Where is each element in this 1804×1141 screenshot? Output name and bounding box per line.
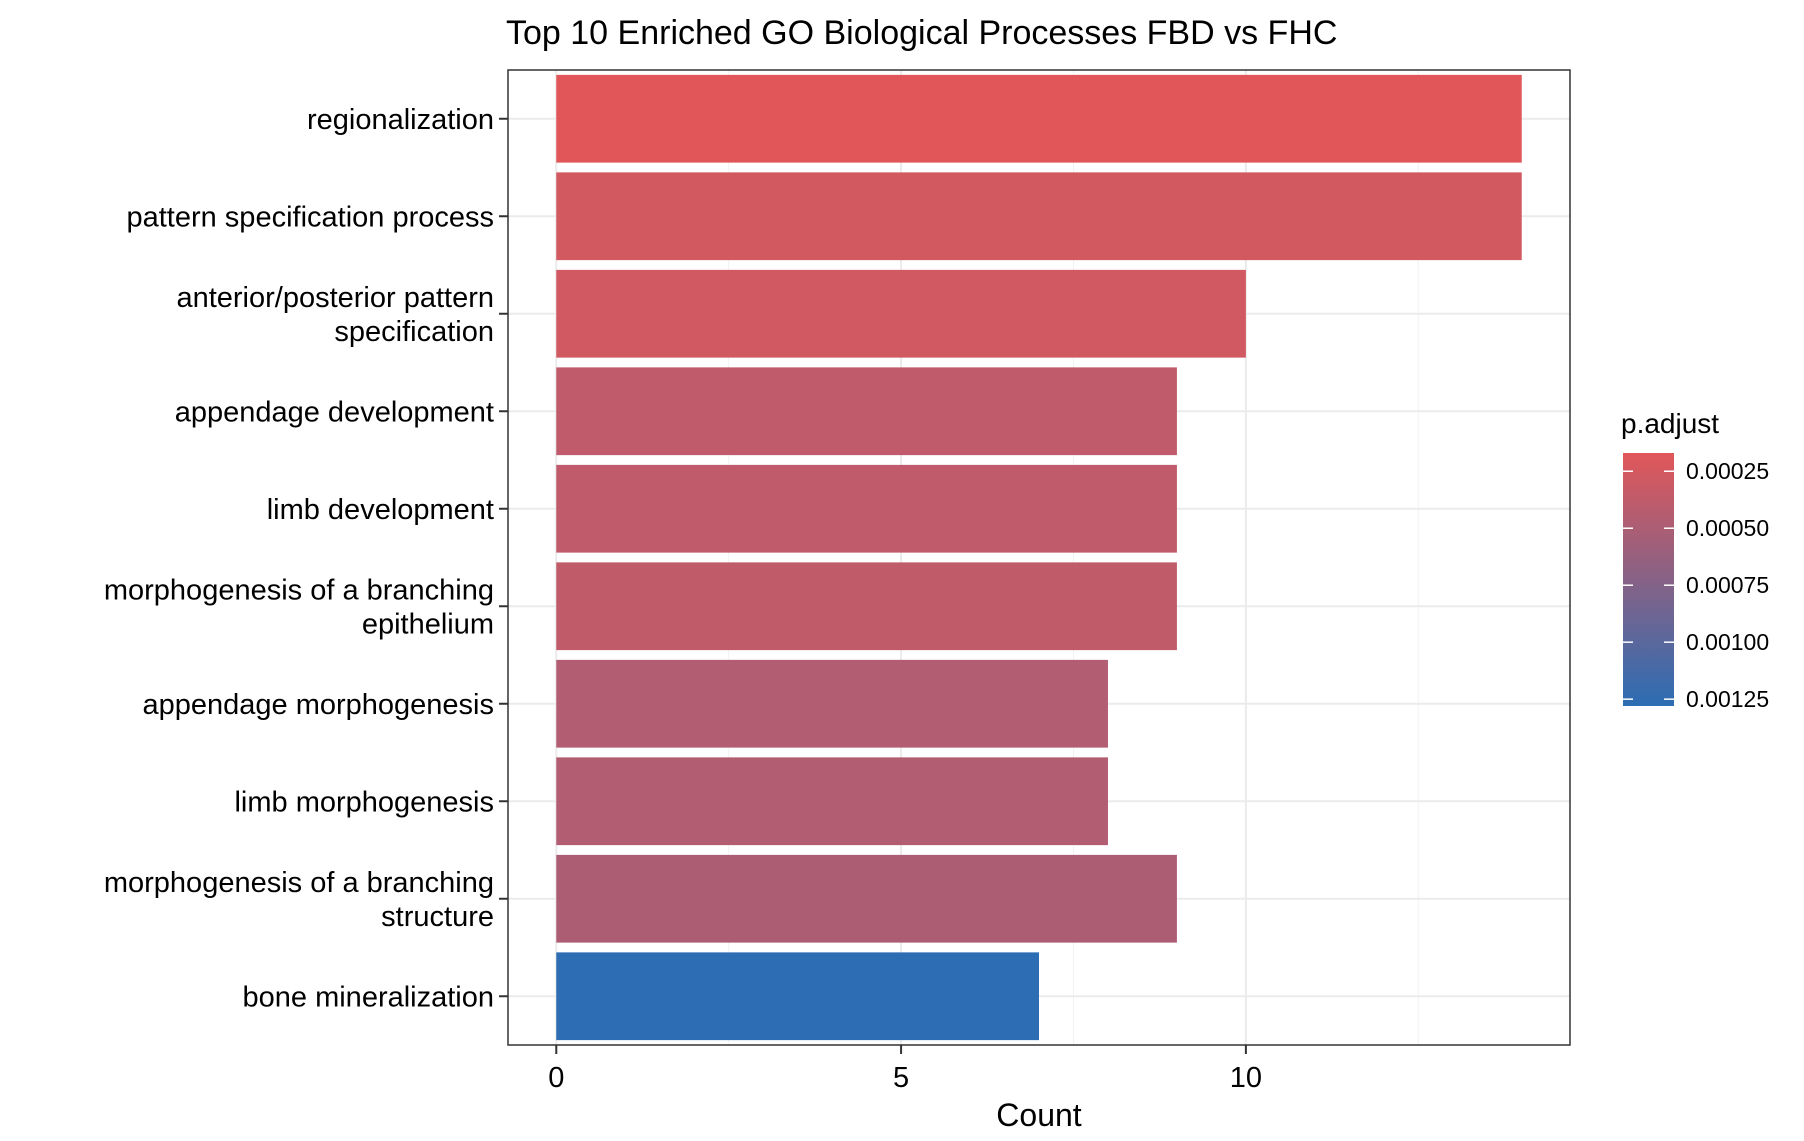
chart-title: Top 10 Enriched GO Biological Processes … [506, 14, 1337, 52]
legend-colorbar [1623, 453, 1674, 706]
bar-6 [556, 562, 1177, 651]
y-tick-label-line: structure [381, 901, 494, 933]
legend-tick-label-1: 0.00050 [1686, 515, 1769, 541]
color-legend: p.adjust 0.000250.000500.000750.001000.0… [1621, 408, 1769, 712]
legend-tick-label-3: 0.00100 [1686, 629, 1769, 655]
y-tick-label-2: pattern specification process [126, 201, 494, 233]
y-tick-label-7: appendage morphogenesis [143, 689, 495, 721]
y-tick-label-line: specification [334, 316, 494, 348]
y-tick-label-3: anterior/posterior pattern specification [176, 282, 494, 348]
y-tick-label-line: epithelium [362, 608, 494, 640]
y-tick-label-line: limb morphogenesis [234, 786, 494, 818]
legend-title: p.adjust [1621, 408, 1719, 439]
y-tick-label-line: limb development [267, 494, 494, 526]
bar-1 [556, 74, 1522, 163]
y-tick-label-10: bone mineralization [243, 981, 494, 1013]
y-tick-label-line: bone mineralization [243, 981, 494, 1013]
x-tick-label-1: 5 [893, 1062, 909, 1094]
bar-5 [556, 464, 1177, 553]
plot-panel-border [507, 69, 1571, 1046]
y-tick-label-9: morphogenesis of a branching structure [104, 867, 494, 933]
legend-tick-label-0: 0.00025 [1686, 458, 1769, 484]
y-tick-label-line: morphogenesis of a branching [104, 867, 494, 899]
bars-group [556, 74, 1522, 1041]
y-tick-label-line: appendage development [175, 396, 494, 428]
bar-10 [556, 952, 1039, 1041]
legend-tick-label-2: 0.00075 [1686, 572, 1769, 598]
x-axis: 0 5 10 [548, 1045, 1262, 1094]
x-tick-label-2: 10 [1230, 1062, 1262, 1094]
x-axis-label: Count [996, 1097, 1082, 1133]
bar-2 [556, 172, 1522, 261]
y-axis: regionalization pattern specification pro… [104, 104, 508, 1013]
y-tick-label-4: appendage development [175, 396, 494, 428]
x-tick-label-0: 0 [548, 1062, 564, 1094]
y-tick-label-6: morphogenesis of a branching epithelium [104, 574, 494, 640]
bar-4 [556, 367, 1177, 456]
bar-7 [556, 659, 1108, 748]
y-tick-label-line: regionalization [307, 104, 494, 136]
legend-tick-label-4: 0.00125 [1686, 686, 1769, 712]
y-tick-label-8: limb morphogenesis [234, 786, 494, 818]
y-tick-label-line: morphogenesis of a branching [104, 574, 494, 606]
legend-ticks: 0.00025 0.00050 0.00075 0.00100 0.00125 [1623, 458, 1769, 712]
bar-3 [556, 269, 1246, 358]
y-tick-label-1: regionalization [307, 104, 494, 136]
bar-8 [556, 757, 1108, 846]
y-tick-label-line: pattern specification process [126, 201, 494, 233]
bar-9 [556, 854, 1177, 943]
y-tick-label-line: anterior/posterior pattern [176, 282, 494, 314]
y-tick-label-line: appendage morphogenesis [143, 689, 495, 721]
y-tick-label-5: limb development [267, 494, 494, 526]
